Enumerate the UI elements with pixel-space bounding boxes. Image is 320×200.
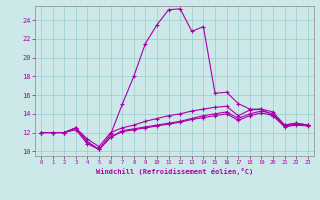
X-axis label: Windchill (Refroidissement éolien,°C): Windchill (Refroidissement éolien,°C): [96, 168, 253, 175]
